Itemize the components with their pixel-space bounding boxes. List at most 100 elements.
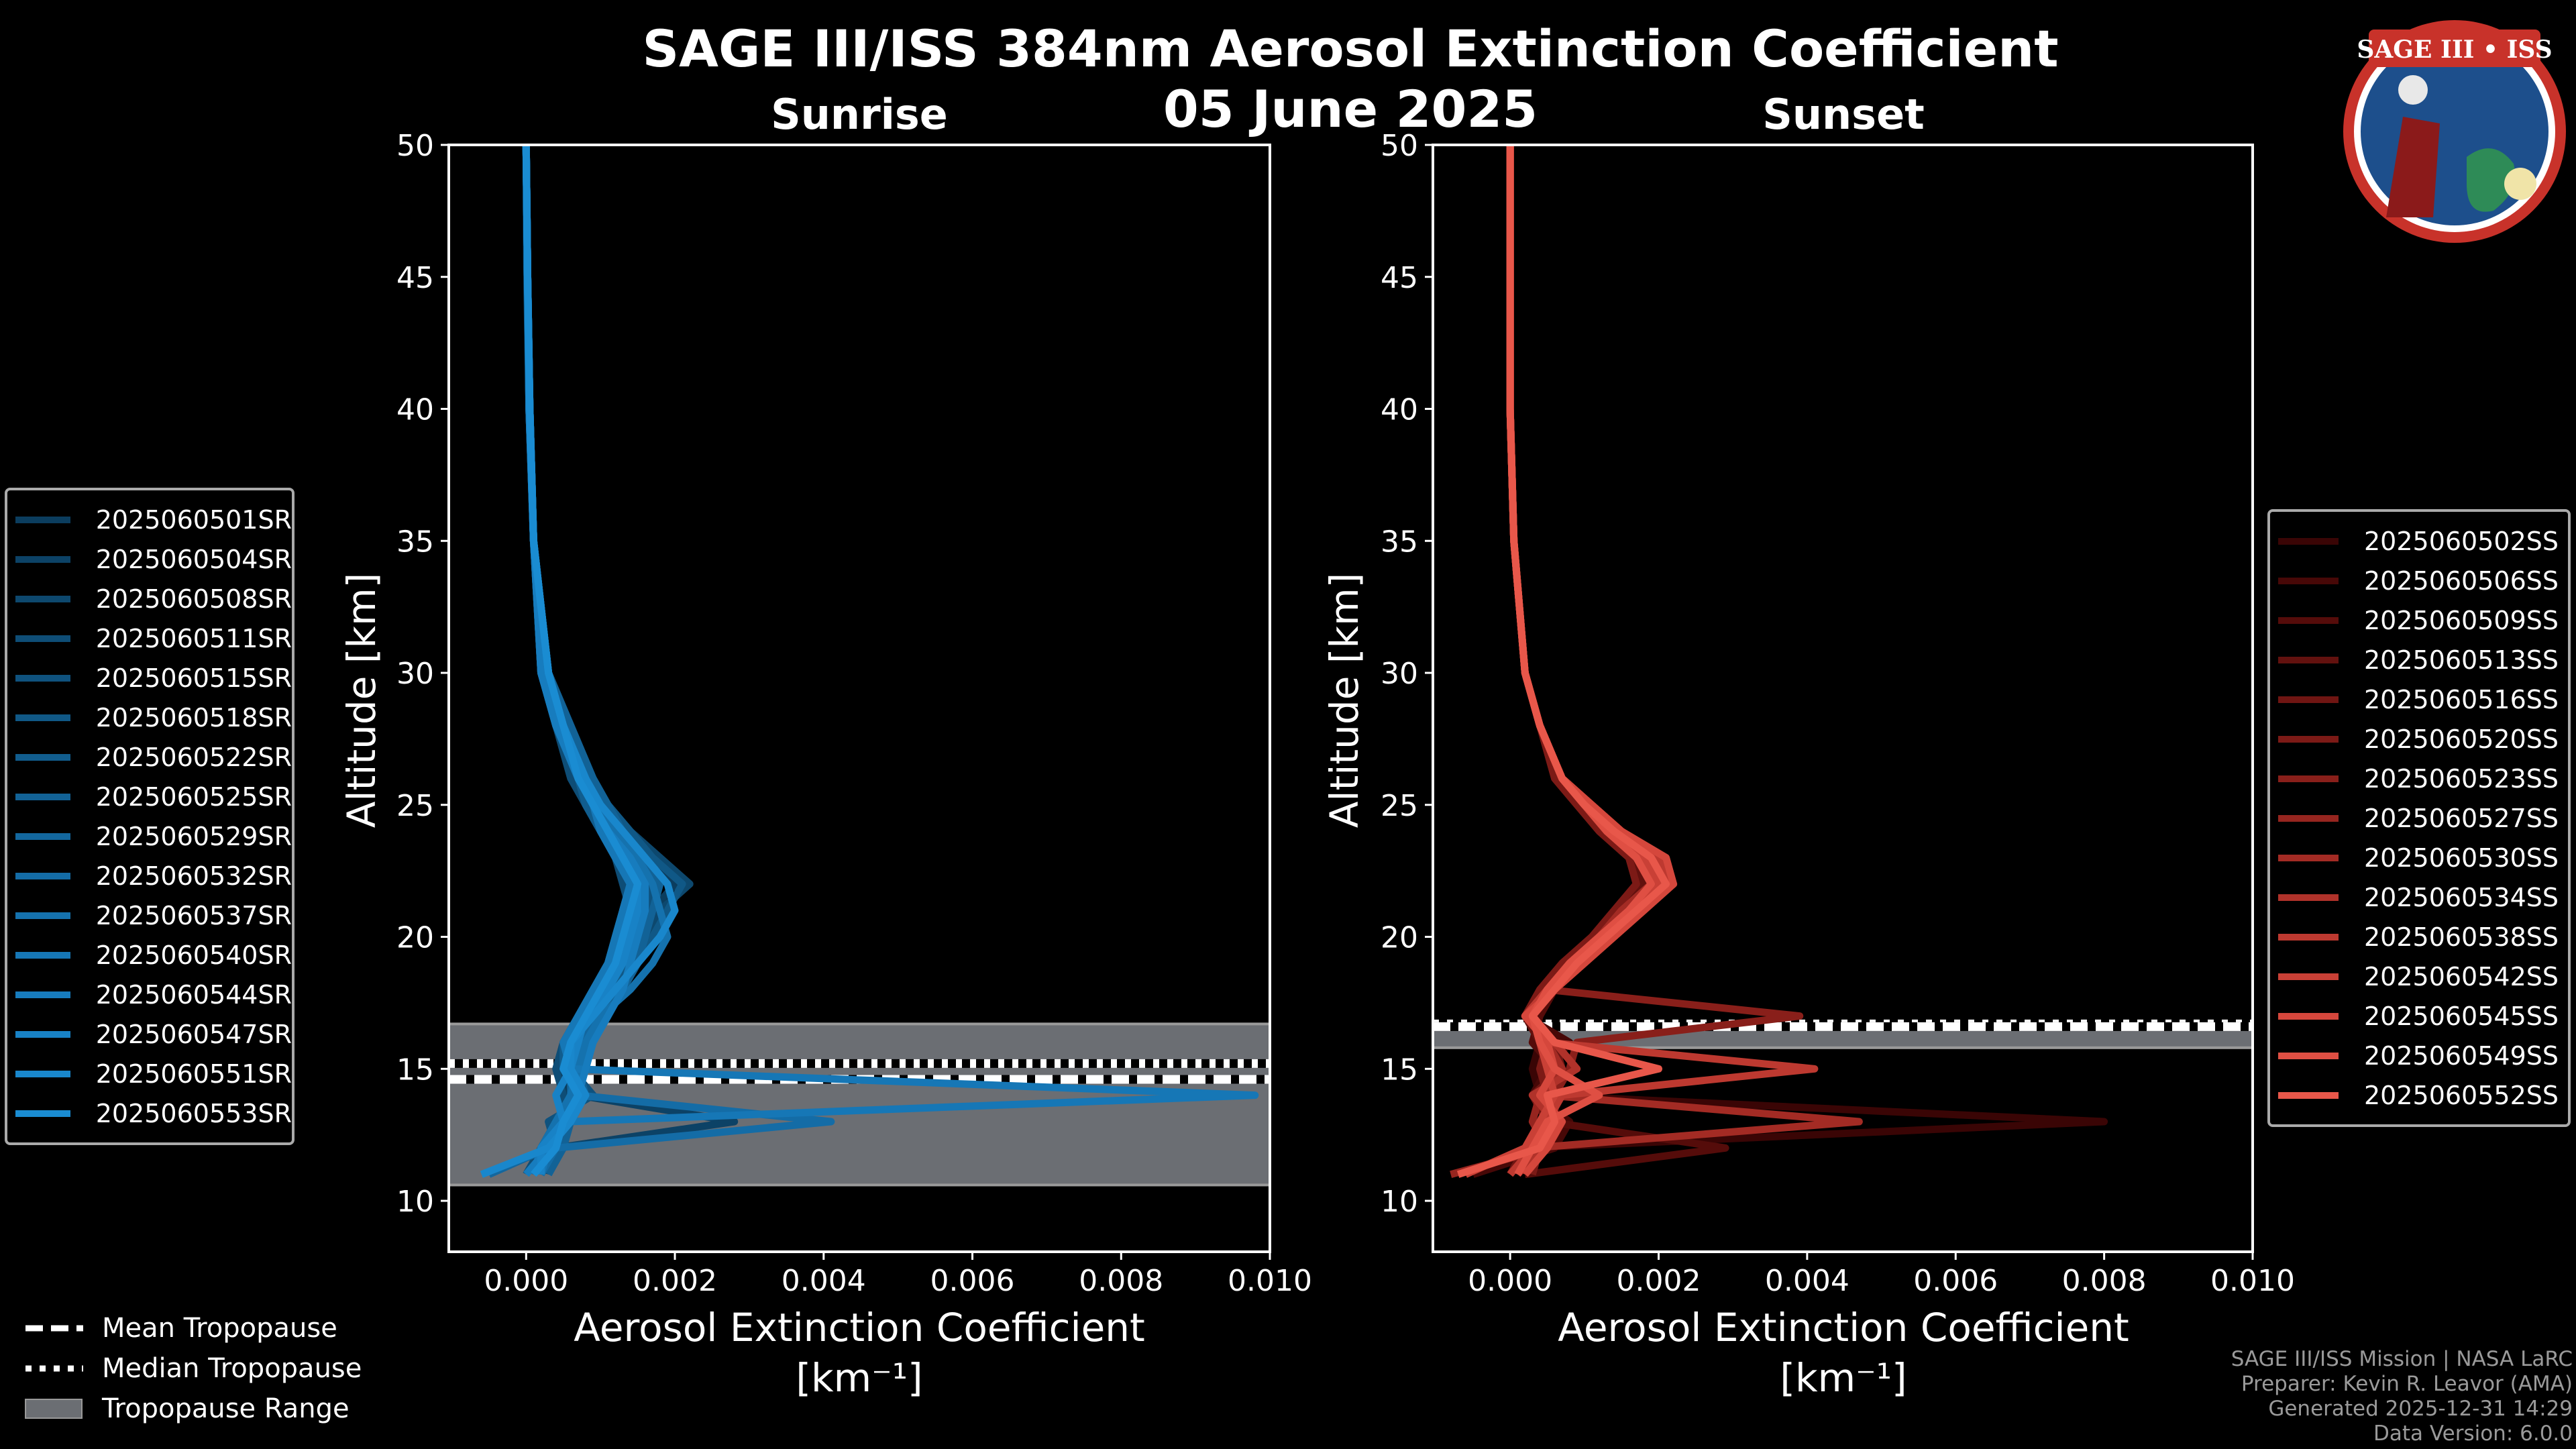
legend-label: 2025060506SS: [2364, 566, 2559, 596]
legend-line-swatch: [15, 516, 70, 523]
sunrise-panel-title: Sunrise: [771, 90, 948, 139]
legend-item: 2025060523SS: [2270, 759, 2568, 798]
footer-line: SAGE III/ISS Mission | NASA LaRC: [2231, 1347, 2573, 1371]
legend-item: 2025060544SR: [7, 975, 292, 1014]
x-tick-label: 0.008: [1079, 1264, 1163, 1298]
x-tick-label: 0.000: [484, 1264, 568, 1298]
gray-patch-icon: [25, 1399, 83, 1419]
profile-line-2025060540SR: [522, 145, 1259, 1176]
sunset-legend: 2025060502SS 2025060506SS 2025060509SS 2025…: [2267, 509, 2571, 1127]
sunset-panel-title: Sunset: [1762, 90, 1925, 139]
y-tick-label: 15: [1381, 1053, 1418, 1087]
legend-item: 2025060529SR: [7, 816, 292, 856]
legend-item: 2025060508SR: [7, 579, 292, 619]
legend-item: 2025060518SR: [7, 698, 292, 737]
legend-line-swatch: [15, 635, 70, 642]
legend-label: 2025060552SS: [2364, 1080, 2559, 1110]
legend-label: 2025060527SS: [2364, 803, 2559, 833]
sunrise-xlabel: Aerosol Extinction Coefficient: [574, 1305, 1145, 1350]
y-tick-label: 40: [396, 393, 434, 427]
legend-item: 2025060553SR: [7, 1093, 292, 1133]
legend-label: 2025060502SS: [2364, 526, 2559, 556]
y-tick-label: 40: [1381, 393, 1418, 427]
legend-label: 2025060532SR: [95, 861, 292, 891]
y-tick-label: 20: [1381, 921, 1418, 955]
legend-tropopause-range: Tropopause Range: [24, 1389, 362, 1429]
legend-label: 2025060508SR: [95, 584, 292, 614]
y-tick-label: 15: [396, 1053, 434, 1087]
legend-label: 2025060520SS: [2364, 724, 2559, 754]
legend-line-swatch: [15, 793, 70, 800]
legend-label: 2025060516SS: [2364, 684, 2559, 714]
legend-line-swatch: [2278, 933, 2339, 941]
legend-mean-tropopause: Mean Tropopause: [24, 1308, 362, 1348]
legend-label: 2025060545SS: [2364, 1001, 2559, 1031]
legend-label: 2025060523SS: [2364, 763, 2559, 794]
legend-item: 2025060549SS: [2270, 1036, 2568, 1075]
legend-line-swatch: [2278, 894, 2339, 901]
legend-item: 2025060538SS: [2270, 917, 2568, 957]
legend-label: 2025060504SR: [95, 544, 292, 574]
profile-line-2025060504SR: [522, 145, 739, 1176]
y-tick-label: 50: [396, 129, 434, 163]
sunset-ylabel: Altitude [km]: [1322, 572, 1367, 828]
legend-line-swatch: [15, 1110, 70, 1117]
x-tick-label: 0.004: [782, 1264, 866, 1298]
legend-item: 2025060551SR: [7, 1054, 292, 1093]
footer-line: Data Version: 6.0.0: [2373, 1421, 2573, 1446]
legend-label: 2025060513SS: [2364, 645, 2559, 675]
legend-line-swatch: [15, 912, 70, 919]
y-tick-label: 10: [396, 1185, 434, 1219]
profile-line-2025060552SS: [1456, 145, 1670, 1178]
y-tick-label: 45: [1381, 261, 1418, 295]
legend-label: 2025060538SS: [2364, 922, 2559, 952]
legend-label: 2025060509SS: [2364, 605, 2559, 635]
sunrise-plot-area: [449, 145, 1270, 1187]
footer-credits: SAGE III/ISS Mission | NASA LaRC Prepare…: [2231, 1347, 2573, 1446]
legend-line-swatch: [2278, 854, 2339, 861]
legend-line-swatch: [15, 833, 70, 840]
legend-line-swatch: [2278, 1012, 2339, 1020]
y-tick-label: 50: [1381, 129, 1418, 163]
legend-line-swatch: [15, 674, 70, 682]
legend-line-swatch: [2278, 696, 2339, 703]
sunrise-legend: 2025060501SR 2025060504SR 2025060508SR 2025…: [5, 488, 294, 1145]
legend-line-swatch: [15, 951, 70, 959]
x-tick-label: 0.010: [1228, 1264, 1312, 1298]
y-tick-label: 25: [1381, 789, 1418, 823]
sunset-xunit: [km⁻¹]: [1780, 1355, 1907, 1401]
legend-label: 2025060544SR: [95, 979, 292, 1010]
y-tick-label: 30: [396, 657, 434, 691]
legend-label: 2025060515SR: [95, 663, 292, 693]
legend-item: 2025060532SR: [7, 856, 292, 896]
legend-item: 2025060511SR: [7, 619, 292, 658]
legend-label: 2025060518SR: [95, 702, 292, 733]
legend-item: 2025060501SR: [7, 500, 292, 539]
sunrise-xunit: [km⁻¹]: [796, 1355, 923, 1401]
legend-line-swatch: [2278, 537, 2339, 545]
legend-item: 2025060525SR: [7, 777, 292, 816]
legend-line-swatch: [2278, 973, 2339, 980]
legend-item: 2025060542SS: [2270, 957, 2568, 996]
legend-item: 2025060504SR: [7, 539, 292, 579]
legend-label: Tropopause Range: [102, 1393, 350, 1424]
profile-line-2025060529SR: [487, 145, 649, 1178]
legend-label: 2025060540SR: [95, 940, 292, 970]
legend-label: 2025060537SR: [95, 900, 292, 930]
legend-line-swatch: [15, 595, 70, 602]
legend-line-swatch: [15, 991, 70, 998]
legend-item: 2025060522SR: [7, 737, 292, 777]
legend-median-tropopause: Median Tropopause: [24, 1348, 362, 1389]
legend-label: 2025060501SR: [95, 504, 292, 535]
legend-item: 2025060540SR: [7, 935, 292, 975]
legend-line-swatch: [15, 714, 70, 721]
legend-line-swatch: [2278, 1052, 2339, 1059]
legend-line-swatch: [2278, 656, 2339, 663]
legend-label: 2025060529SR: [95, 821, 292, 851]
tropopause-legend: Mean Tropopause Median Tropopause Tropop…: [24, 1308, 362, 1429]
sunrise-axes-frame: [447, 144, 1271, 1253]
legend-line-swatch: [15, 1030, 70, 1038]
sunset-plot-area: [1433, 145, 2253, 1179]
sunset-plot: 0.000 0.002 0.004 0.006 0.008 0.010 10 15 20 25 30…: [1381, 129, 2295, 1298]
y-tick-label: 30: [1381, 657, 1418, 691]
